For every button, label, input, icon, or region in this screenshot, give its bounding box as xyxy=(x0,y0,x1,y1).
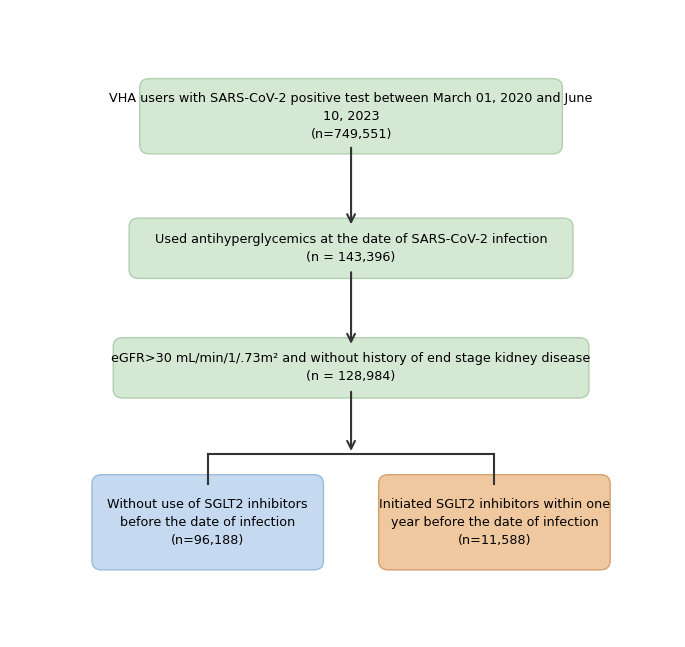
FancyBboxPatch shape xyxy=(92,475,323,570)
FancyBboxPatch shape xyxy=(140,79,562,154)
Text: Used antihyperglycemics at the date of SARS-CoV-2 infection
(n = 143,396): Used antihyperglycemics at the date of S… xyxy=(155,233,547,264)
FancyBboxPatch shape xyxy=(113,338,589,398)
Text: VHA users with SARS-CoV-2 positive test between March 01, 2020 and June
10, 2023: VHA users with SARS-CoV-2 positive test … xyxy=(110,92,593,141)
FancyBboxPatch shape xyxy=(129,218,573,278)
FancyBboxPatch shape xyxy=(379,475,610,570)
Text: Without use of SGLT2 inhibitors
before the date of infection
(n=96,188): Without use of SGLT2 inhibitors before t… xyxy=(108,498,308,547)
Text: eGFR>30 mL/min/1/.73m² and without history of end stage kidney disease
(n = 128,: eGFR>30 mL/min/1/.73m² and without histo… xyxy=(112,353,590,383)
Text: Initiated SGLT2 inhibitors within one
year before the date of infection
(n=11,58: Initiated SGLT2 inhibitors within one ye… xyxy=(379,498,610,547)
